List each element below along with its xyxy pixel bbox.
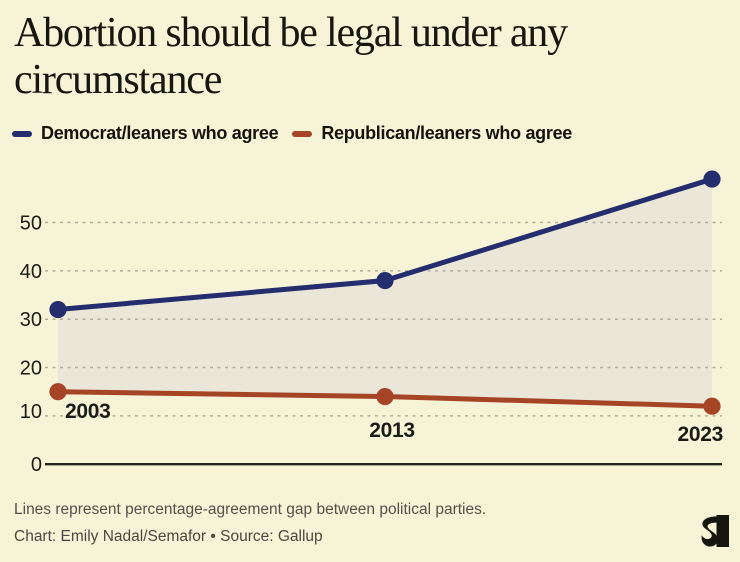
- republican-data-points: [49, 383, 721, 415]
- legend-item-democrat: Democrat/leaners who agree: [12, 123, 279, 144]
- year-label-2003: 2003: [65, 400, 111, 423]
- page-title: Abortion should be legal under any circu…: [14, 10, 568, 103]
- y-tick-20: 20: [20, 358, 42, 380]
- data-point: [49, 300, 67, 319]
- year-label-2013: 2013: [369, 419, 415, 442]
- chart-footnote: Lines represent percentage-agreement gap…: [14, 501, 487, 518]
- party-gap-area: [58, 179, 712, 407]
- republican-line-swatch-icon: [292, 130, 313, 137]
- y-tick-0: 0: [31, 454, 42, 476]
- y-tick-40: 40: [20, 261, 42, 283]
- legend-label-republican: Republican/leaners who agree: [321, 123, 572, 143]
- y-gridlines: [45, 221, 722, 417]
- year-label-2023: 2023: [677, 423, 723, 446]
- data-point: [49, 383, 67, 401]
- legend-label-democrat: Democrat/leaners who agree: [41, 123, 279, 143]
- x-axis-year-labels: 2003 2013 2023: [65, 400, 723, 446]
- y-tick-50: 50: [20, 213, 42, 235]
- data-point: [376, 271, 394, 290]
- data-point: [376, 387, 394, 406]
- legend-item-republican: Republican/leaners who agree: [292, 123, 572, 144]
- semafor-logo-icon: [699, 515, 729, 547]
- data-point: [703, 170, 721, 188]
- y-tick-30: 30: [20, 309, 42, 331]
- democrat-data-points: [49, 170, 721, 319]
- chart-legend: Democrat/leaners who agree Republican/le…: [12, 123, 572, 144]
- y-tick-10: 10: [20, 401, 42, 423]
- chart-credit: Chart: Emily Nadal/Semafor • Source: Gal…: [14, 528, 323, 545]
- y-axis-tick-labels: 50 40 30 20 10 0: [20, 213, 42, 477]
- democrat-line-swatch-icon: [12, 130, 32, 137]
- data-point: [703, 397, 721, 415]
